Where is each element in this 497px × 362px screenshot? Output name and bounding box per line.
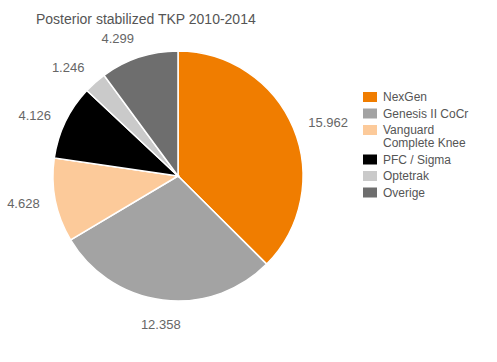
data-label: 1.246 (52, 60, 85, 75)
chart: Posterior stabilized TKP 2010-2014 15.962… (0, 0, 497, 362)
data-label: 15.962 (308, 115, 348, 130)
data-label: 4.299 (102, 31, 135, 46)
title: Posterior stabilized TKP 2010-2014 (36, 11, 256, 27)
legend-swatch (363, 125, 377, 135)
legend-label-line: Vanguard (383, 123, 434, 137)
legend-label: VanguardComplete Knee (383, 123, 466, 150)
legend-swatch (363, 171, 377, 181)
legend-label-line: Genesis II CoCr (383, 107, 468, 121)
data-label: 12.358 (141, 317, 181, 332)
legend-label-line: NexGen (383, 90, 427, 104)
data-label: 4.126 (18, 108, 51, 123)
legend-label: PFC / Sigma (383, 153, 451, 167)
slices (53, 51, 303, 301)
legend-label: Overige (383, 186, 425, 200)
legend-label-line: Complete Knee (383, 136, 466, 150)
legend-swatch (363, 155, 377, 165)
legend-swatch (363, 92, 377, 102)
legend-label: NexGen (383, 90, 427, 104)
legend-label: Genesis II CoCr (383, 107, 468, 121)
legend-label-line: PFC / Sigma (383, 153, 451, 167)
legend-label: Optetrak (383, 169, 430, 183)
legend-label-line: Overige (383, 186, 425, 200)
legend-label-line: Optetrak (383, 169, 430, 183)
legend-swatch (363, 188, 377, 198)
data-label: 4.628 (7, 196, 40, 211)
slice (104, 51, 178, 176)
legend-swatch (363, 109, 377, 119)
data-labels: 15.962 12.358 4.628 4.126 1.246 4.299 (7, 31, 348, 332)
legend: NexGen Genesis II CoCr VanguardComplete Kn… (363, 90, 468, 200)
